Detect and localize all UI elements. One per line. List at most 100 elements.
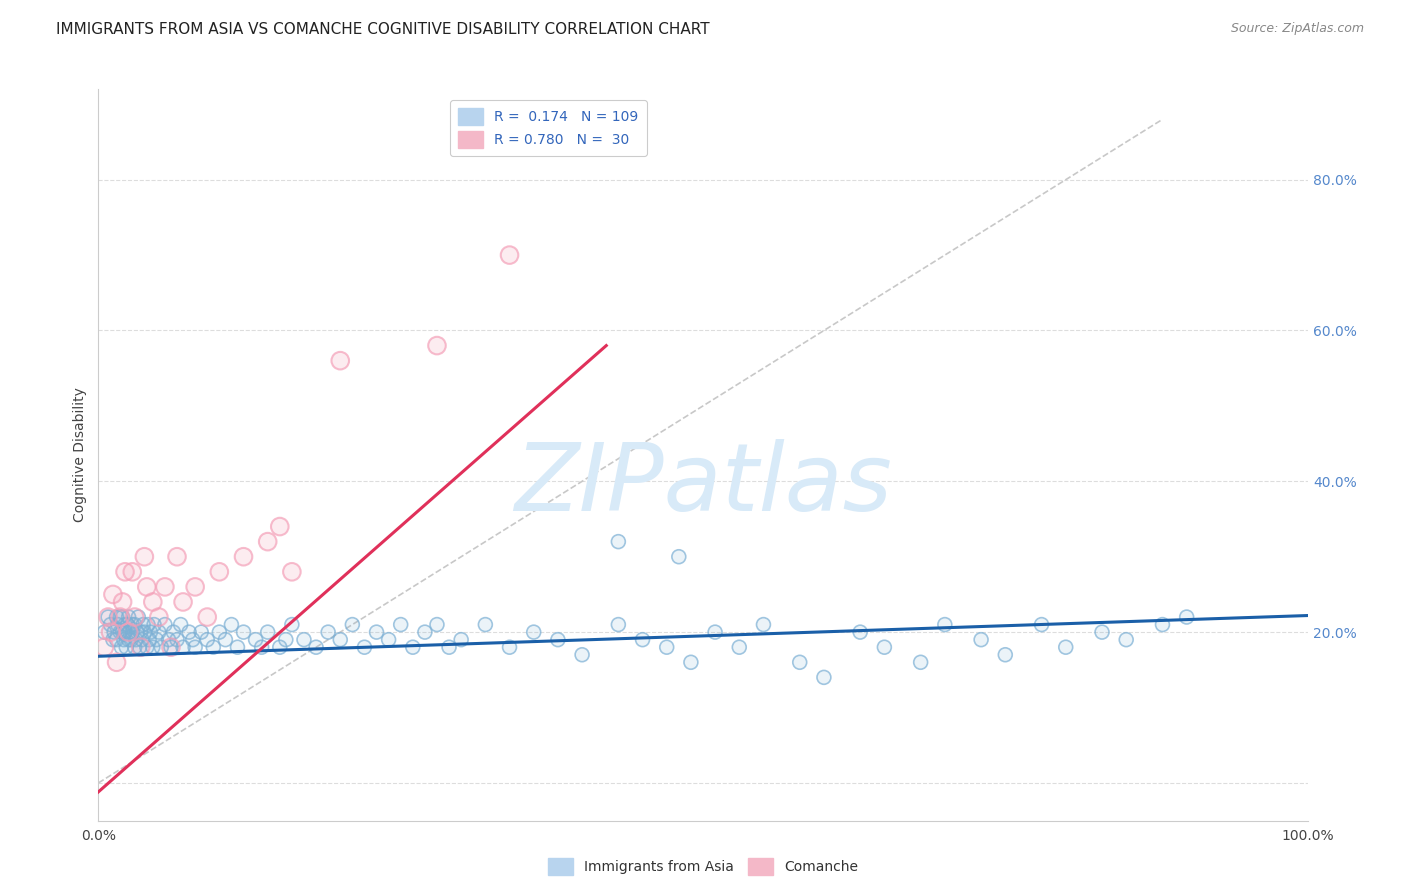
Point <box>148 625 170 640</box>
Point <box>1054 640 1077 655</box>
Point <box>426 338 449 352</box>
Point <box>100 625 122 640</box>
Point <box>132 617 155 632</box>
Point <box>101 632 124 647</box>
Point <box>571 648 593 662</box>
Point <box>970 632 993 647</box>
Point <box>153 617 176 632</box>
Point <box>752 617 775 632</box>
Point <box>118 610 141 624</box>
Point <box>108 625 131 640</box>
Point <box>607 617 630 632</box>
Point <box>127 610 149 624</box>
Point <box>728 640 751 655</box>
Point <box>139 625 162 640</box>
Point <box>281 565 304 579</box>
Point <box>131 632 153 647</box>
Point <box>256 534 278 549</box>
Point <box>162 625 184 640</box>
Point <box>111 625 134 640</box>
Point <box>101 632 124 647</box>
Point <box>93 640 115 655</box>
Point <box>250 640 273 655</box>
Point <box>114 625 136 640</box>
Point <box>172 640 194 655</box>
Point <box>813 670 835 684</box>
Point <box>115 640 138 655</box>
Point <box>153 580 176 594</box>
Point <box>232 625 254 640</box>
Point <box>121 617 143 632</box>
Point <box>110 640 132 655</box>
Point <box>342 617 364 632</box>
Point <box>274 632 297 647</box>
Point <box>195 632 218 647</box>
Point <box>100 617 122 632</box>
Point <box>202 640 225 655</box>
Point <box>910 655 932 669</box>
Point <box>208 625 231 640</box>
Point <box>118 625 141 640</box>
Legend: Immigrants from Asia, Comanche: Immigrants from Asia, Comanche <box>543 853 863 880</box>
Point <box>160 640 183 655</box>
Point <box>108 610 131 624</box>
Point <box>121 617 143 632</box>
Point <box>166 549 188 564</box>
Point <box>221 617 243 632</box>
Point <box>111 625 134 640</box>
Point <box>108 610 131 624</box>
Point <box>105 632 128 647</box>
Point <box>110 640 132 655</box>
Point <box>162 625 184 640</box>
Point <box>111 595 134 609</box>
Point <box>1175 610 1198 624</box>
Point <box>97 610 120 624</box>
Point <box>129 625 152 640</box>
Point <box>704 625 727 640</box>
Point <box>571 648 593 662</box>
Point <box>1031 617 1053 632</box>
Point <box>269 640 291 655</box>
Point <box>143 617 166 632</box>
Point <box>655 640 678 655</box>
Point <box>118 625 141 640</box>
Point <box>523 625 546 640</box>
Point <box>269 640 291 655</box>
Point <box>281 617 304 632</box>
Point <box>329 353 352 368</box>
Point <box>93 625 115 640</box>
Point <box>547 632 569 647</box>
Point <box>107 617 129 632</box>
Point <box>118 632 141 647</box>
Point <box>474 617 496 632</box>
Point <box>136 617 159 632</box>
Point <box>329 632 352 647</box>
Point <box>153 617 176 632</box>
Point <box>105 655 128 669</box>
Point <box>143 617 166 632</box>
Point <box>148 610 170 624</box>
Point <box>129 640 152 655</box>
Point <box>117 617 139 632</box>
Point <box>160 640 183 655</box>
Point <box>269 519 291 533</box>
Point <box>135 640 157 655</box>
Point <box>124 610 146 624</box>
Point <box>208 565 231 579</box>
Point <box>160 640 183 655</box>
Point <box>125 632 148 647</box>
Point <box>226 640 249 655</box>
Point <box>813 670 835 684</box>
Point <box>1031 617 1053 632</box>
Point <box>142 595 165 609</box>
Point <box>704 625 727 640</box>
Point <box>413 625 436 640</box>
Point <box>437 640 460 655</box>
Point <box>1054 640 1077 655</box>
Point <box>131 632 153 647</box>
Point <box>124 640 146 655</box>
Point <box>128 640 150 655</box>
Point <box>1152 617 1174 632</box>
Point <box>679 655 702 669</box>
Legend: R =  0.174   N = 109, R = 0.780   N =  30: R = 0.174 N = 109, R = 0.780 N = 30 <box>450 100 647 156</box>
